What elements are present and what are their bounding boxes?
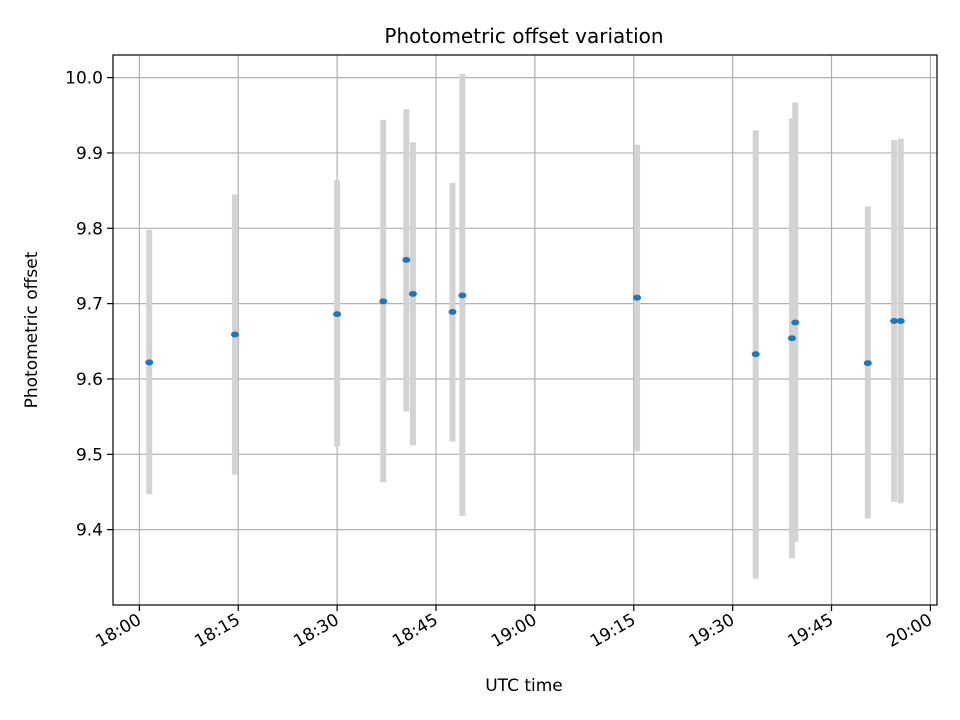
plot-frame (112, 54, 938, 606)
chart-title: Photometric offset variation (384, 24, 663, 48)
x-axis-label: UTC time (485, 676, 563, 696)
axes-layer: 18:00 18:15 18:30 18:45 19:00 19:15 19:30 19:45… (65, 54, 938, 652)
x-tick-label: 19:30 (686, 610, 738, 652)
y-tick-label: 9.8 (76, 219, 103, 239)
y-tick-label: 9.6 (76, 370, 103, 390)
x-tick-label: 20:00 (883, 610, 935, 652)
data-point (402, 256, 411, 263)
x-tick-label: 18:30 (290, 610, 342, 652)
data-point (896, 317, 905, 324)
data-point (145, 359, 154, 366)
y-tick-label: 9.5 (76, 445, 103, 465)
x-tick-label: 19:45 (785, 610, 837, 652)
data-point (787, 335, 796, 342)
x-tick-label: 19:00 (488, 610, 540, 652)
y-tick-label: 9.4 (76, 521, 103, 541)
marker-layer (145, 256, 905, 367)
data-point (230, 331, 239, 338)
grid-layer (113, 55, 937, 605)
data-point (863, 360, 872, 367)
x-tick-label: 18:45 (389, 610, 441, 652)
errorbar-layer (146, 73, 904, 579)
x-tick-label: 18:00 (92, 610, 144, 652)
data-point (890, 317, 899, 324)
y-tick-label: 10.0 (65, 69, 103, 89)
y-tick-label: 9.9 (76, 144, 103, 164)
data-point (408, 290, 417, 297)
x-tick-label: 19:15 (587, 610, 639, 652)
x-tick-label: 18:15 (191, 610, 243, 652)
data-point (458, 292, 467, 299)
data-point (333, 311, 342, 318)
data-point (751, 351, 760, 358)
y-tick-label: 9.7 (76, 295, 103, 315)
y-axis-label: Photometric offset (22, 251, 42, 408)
data-point (448, 308, 457, 315)
data-point (633, 294, 642, 301)
data-point (791, 319, 800, 326)
data-point (379, 298, 388, 305)
